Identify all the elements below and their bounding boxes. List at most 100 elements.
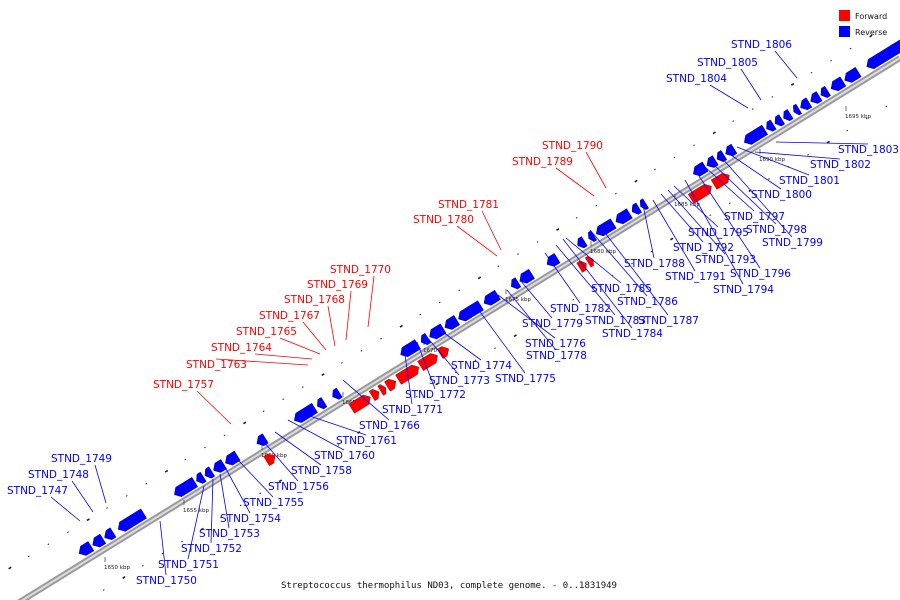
gene-stnd-1771 [420, 332, 432, 346]
scale-dot [768, 178, 770, 180]
legend-forward-swatch [839, 10, 850, 21]
legend-reverse-swatch [839, 26, 850, 37]
leader-line [555, 167, 595, 197]
gene-stnd-1800 [810, 91, 823, 104]
scale-dot [337, 444, 340, 446]
legend-reverse-label: Reverse [855, 28, 887, 37]
scale-dot [184, 458, 187, 461]
scale-dot [239, 504, 242, 507]
scale-dot [141, 565, 144, 567]
scale-dot [220, 516, 223, 519]
leader-line [673, 185, 719, 228]
scale-dot [458, 289, 461, 292]
gene-stnd-1752 [196, 471, 207, 484]
legend: Forward Reverse [839, 10, 887, 37]
gene-label: STND_1796 [730, 268, 791, 280]
gene-stnd-1795 [766, 119, 777, 132]
leader-line [740, 68, 762, 101]
gene-label: STND_1791 [665, 271, 726, 283]
scale-dot [399, 324, 403, 328]
gene-stnd-1801 [820, 85, 831, 98]
gene-label: STND_1802 [810, 159, 871, 171]
leader-line [589, 229, 648, 297]
legend-forward-label: Forward [855, 12, 887, 21]
gene-stnd-1750 [117, 508, 147, 532]
gene-stnd-1797 [783, 109, 794, 122]
scale-dot [318, 456, 320, 458]
leader-line [775, 141, 869, 145]
gene-stnd-1791 [706, 155, 719, 168]
leader-line [225, 468, 251, 514]
leader-line [262, 440, 299, 482]
gene-label: STND_1779 [522, 318, 583, 330]
leader-line [279, 337, 321, 355]
leader-line [367, 275, 375, 328]
tick-label: 1670 kbp [423, 348, 449, 354]
scale-dot [376, 419, 379, 422]
leader-line [497, 294, 556, 339]
leader-line [439, 329, 482, 361]
leader-line [345, 290, 352, 341]
leader-line [727, 152, 782, 190]
leader-line [736, 146, 810, 176]
gene-label: STND_1772 [405, 389, 466, 401]
leader-line [562, 238, 633, 329]
scale-dot [321, 373, 325, 377]
scale-dot [497, 265, 500, 267]
scale-dot [435, 382, 439, 386]
leader-line [519, 279, 553, 319]
gene-stnd-1788 [693, 161, 709, 177]
gene-label: STND_1750 [136, 575, 197, 587]
scale-dot [106, 507, 109, 509]
gene-label: STND_1774 [451, 360, 512, 372]
scale-dot [223, 434, 226, 437]
scale-dot [161, 552, 164, 555]
scale-dot [8, 566, 12, 570]
leader-line [481, 210, 502, 251]
leader-line [474, 304, 526, 374]
scale-dot [419, 313, 422, 316]
gene-stnd-1765 [377, 384, 387, 396]
gene-stnd-1799 [800, 97, 813, 111]
scale-dot [340, 362, 343, 364]
genome-caption: Streptococcus thermophilus ND03, complet… [281, 581, 617, 591]
scale-dot [885, 105, 888, 108]
scale-dot [86, 518, 90, 522]
gene-stnd-1784 [596, 218, 617, 237]
scale-dot [810, 71, 813, 74]
gene-label: STND_1799 [762, 237, 823, 249]
gene-stnd-1757 [263, 453, 276, 467]
gene-label: STND_1801 [779, 175, 840, 187]
scale-dot [145, 482, 148, 485]
scale-dot [122, 576, 126, 579]
leader-line [598, 224, 669, 316]
scale-dot [380, 337, 382, 340]
scale-dot [438, 301, 441, 304]
gene-label: STND_1785 [591, 283, 652, 295]
scale-dot [513, 334, 517, 338]
gene-label: STND_1787 [638, 315, 699, 327]
scale-dot [869, 34, 873, 38]
gene-stnd-1804 [866, 39, 900, 70]
scale-dot [125, 495, 128, 497]
gene-label: STND_1804 [666, 73, 727, 85]
gene-stnd-1780 [576, 260, 587, 273]
gene-stnd-1796 [774, 114, 786, 127]
gene-label: STND_1789 [512, 156, 573, 168]
leader-line [660, 193, 704, 243]
scale-dot [631, 262, 633, 265]
axis-highlight [20, 57, 900, 600]
gene-stnd-1793 [725, 143, 738, 157]
leader-line [215, 358, 309, 366]
gene-stnd-1763 [348, 394, 371, 414]
gene-stnd-1778 [519, 268, 535, 284]
gene-stnd-1748 [92, 533, 107, 548]
scale-dot [396, 407, 399, 410]
scale-dot [790, 82, 795, 86]
gene-label: STND_1770 [330, 264, 391, 276]
scale-dot [634, 179, 638, 183]
gene-label: STND_1788 [624, 258, 685, 270]
tick-label: 1680 kbp [590, 249, 616, 255]
genome-axis [17, 55, 900, 600]
